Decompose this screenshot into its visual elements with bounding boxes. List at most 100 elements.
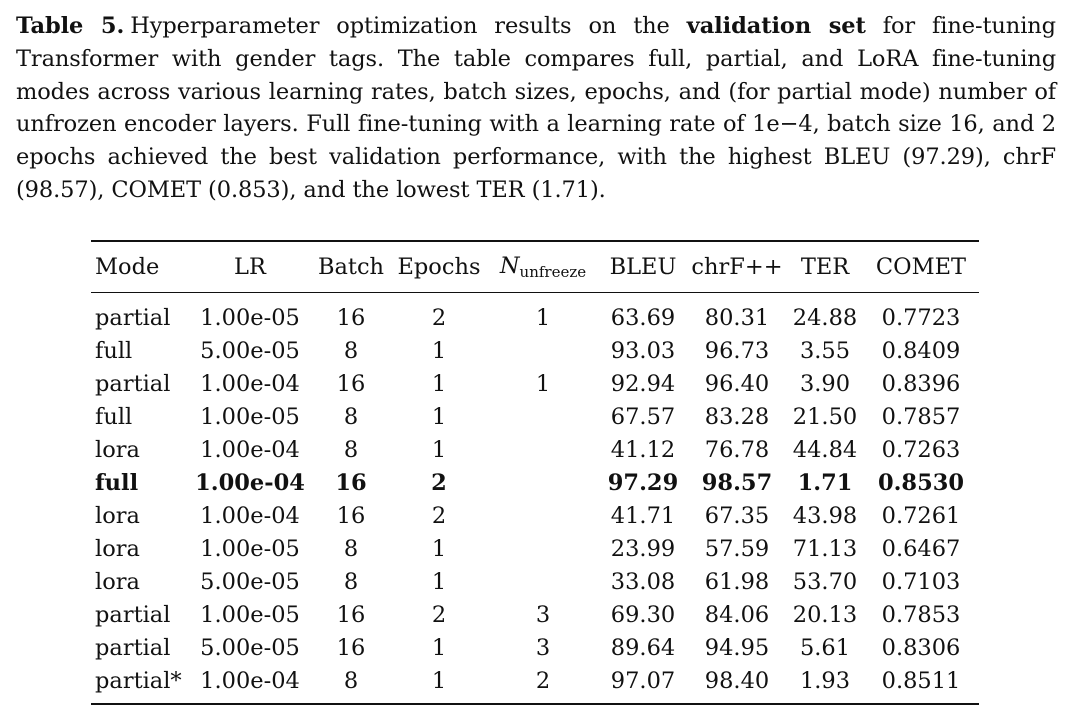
cell-bleu: 23.99	[610, 535, 676, 562]
cell-epochs: 1	[431, 436, 447, 463]
cell-lr: 1.00e-04	[200, 370, 300, 397]
header-epochs: Epochs	[397, 254, 481, 280]
cell-chrf: 83.28	[704, 403, 770, 430]
cell-batch: 16	[336, 502, 366, 529]
header-nunfreeze: Nunfreeze	[487, 241, 599, 293]
cell-lr: 1.00e-04	[195, 469, 305, 496]
cell-nunfreeze	[487, 565, 599, 598]
cell-nunfreeze: 1	[535, 370, 551, 397]
cell-batch: 8	[343, 667, 359, 694]
cell-batch: 16	[335, 469, 367, 496]
table-body: partial 1.00e-05 16 2 1 63.69 80.31 24.8…	[91, 293, 979, 704]
cell-lr: 1.00e-05	[200, 403, 300, 430]
cell-batch: 16	[336, 601, 366, 628]
cell-mode: partial	[95, 304, 171, 331]
caption-bold-text: validation set	[686, 13, 866, 39]
cell-epochs: 1	[431, 568, 447, 595]
cell-comet: 0.7103	[881, 568, 961, 595]
table-header-row: Mode LR Batch Epochs Nunfreeze BLEU chrF…	[91, 241, 979, 293]
table-row: partial 5.00e-05 16 1 3 89.64 94.95 5.61…	[91, 631, 979, 664]
caption-text-before: Hyperparameter optimization results on t…	[130, 13, 687, 39]
cell-bleu: 89.64	[610, 634, 676, 661]
cell-ter: 3.90	[799, 370, 851, 397]
table-row: lora 1.00e-04 8 1 41.12 76.78 44.84 0.72…	[91, 433, 979, 466]
cell-nunfreeze	[487, 334, 599, 367]
header-bleu: BLEU	[609, 254, 677, 280]
cell-epochs: 2	[431, 304, 447, 331]
cell-chrf: 80.31	[704, 304, 770, 331]
cell-mode: partial	[95, 634, 171, 661]
cell-comet: 0.6467	[881, 535, 961, 562]
cell-comet: 0.7853	[881, 601, 961, 628]
table-row: full 5.00e-05 8 1 93.03 96.73 3.55 0.840…	[91, 334, 979, 367]
table-row: lora 1.00e-05 8 1 23.99 57.59 71.13 0.64…	[91, 532, 979, 565]
cell-comet: 0.7723	[881, 304, 961, 331]
cell-nunfreeze: 1	[535, 304, 551, 331]
cell-mode: lora	[95, 568, 140, 595]
cell-ter: 21.50	[792, 403, 858, 430]
cell-mode: partial	[95, 370, 171, 397]
cell-batch: 8	[343, 337, 359, 364]
cell-nunfreeze	[487, 499, 599, 532]
table-row: lora 1.00e-04 16 2 41.71 67.35 43.98 0.7…	[91, 499, 979, 532]
cell-ter: 44.84	[792, 436, 858, 463]
cell-comet: 0.8530	[877, 469, 965, 496]
cell-mode: lora	[95, 535, 140, 562]
cell-mode: full	[95, 403, 133, 430]
header-comet: COMET	[875, 254, 967, 280]
cell-batch: 8	[343, 535, 359, 562]
cell-nunfreeze: 3	[535, 601, 551, 628]
cell-chrf: 96.73	[704, 337, 770, 364]
cell-mode: full	[95, 469, 139, 496]
cell-comet: 0.7263	[881, 436, 961, 463]
cell-chrf: 94.95	[704, 634, 770, 661]
cell-nunfreeze	[487, 400, 599, 433]
table-row: lora 5.00e-05 8 1 33.08 61.98 53.70 0.71…	[91, 565, 979, 598]
header-lr: LR	[234, 254, 266, 280]
cell-ter: 5.61	[799, 634, 851, 661]
table-row-best: full 1.00e-04 16 2 97.29 98.57 1.71 0.85…	[91, 466, 979, 499]
cell-lr: 1.00e-04	[200, 502, 300, 529]
cell-ter: 1.71	[797, 469, 853, 496]
cell-lr: 5.00e-05	[200, 568, 300, 595]
cell-mode: lora	[95, 502, 140, 529]
cell-lr: 5.00e-05	[200, 634, 300, 661]
header-chrf: chrF++	[691, 254, 783, 280]
cell-comet: 0.7857	[881, 403, 961, 430]
cell-chrf: 98.57	[701, 469, 773, 496]
cell-ter: 24.88	[792, 304, 858, 331]
caption-label: Table 5.	[16, 13, 125, 39]
cell-chrf: 57.59	[704, 535, 770, 562]
cell-bleu: 93.03	[610, 337, 676, 364]
cell-bleu: 67.57	[610, 403, 676, 430]
cell-bleu: 69.30	[610, 601, 676, 628]
cell-bleu: 63.69	[610, 304, 676, 331]
cell-epochs: 2	[431, 601, 447, 628]
cell-chrf: 67.35	[704, 502, 770, 529]
cell-chrf: 96.40	[704, 370, 770, 397]
cell-epochs: 1	[431, 403, 447, 430]
cell-batch: 16	[336, 304, 366, 331]
cell-batch: 8	[343, 568, 359, 595]
cell-epochs: 1	[431, 634, 447, 661]
table-row: full 1.00e-05 8 1 67.57 83.28 21.50 0.78…	[91, 400, 979, 433]
cell-epochs: 2	[431, 469, 447, 496]
cell-epochs: 1	[431, 370, 447, 397]
cell-chrf: 98.40	[704, 667, 770, 694]
header-nunfreeze-sub: unfreeze	[519, 263, 587, 281]
cell-lr: 1.00e-05	[200, 304, 300, 331]
table-row: partial 1.00e-05 16 2 3 69.30 84.06 20.1…	[91, 598, 979, 631]
cell-bleu: 33.08	[610, 568, 676, 595]
table-caption: Table 5. Hyperparameter optimization resu…	[16, 10, 1056, 207]
results-table-container: Mode LR Batch Epochs Nunfreeze BLEU chrF…	[91, 240, 979, 705]
cell-mode: full	[95, 337, 133, 364]
cell-nunfreeze: 3	[535, 634, 551, 661]
cell-lr: 1.00e-04	[200, 667, 300, 694]
header-ter: TER	[800, 254, 850, 280]
cell-batch: 16	[336, 634, 366, 661]
table-row: partial* 1.00e-04 8 1 2 97.07 98.40 1.93…	[91, 664, 979, 704]
cell-nunfreeze: 2	[535, 667, 551, 694]
cell-lr: 1.00e-05	[200, 535, 300, 562]
cell-batch: 16	[336, 370, 366, 397]
cell-mode: partial	[95, 601, 171, 628]
